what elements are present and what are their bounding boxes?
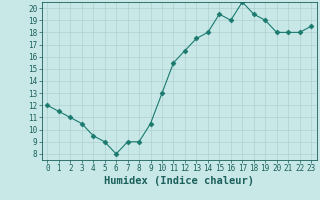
X-axis label: Humidex (Indice chaleur): Humidex (Indice chaleur) bbox=[104, 176, 254, 186]
